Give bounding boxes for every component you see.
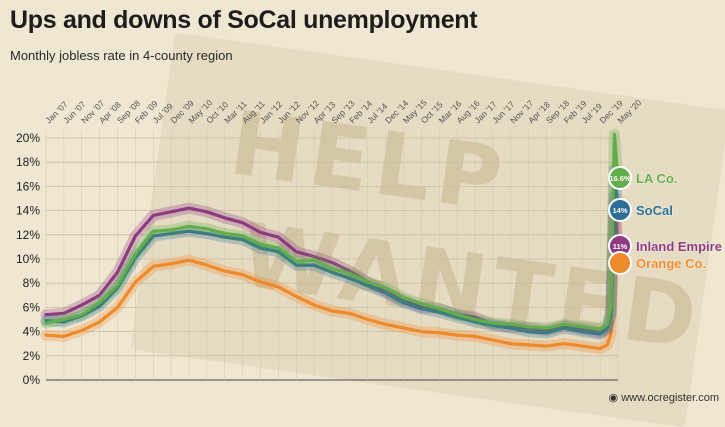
credit-text: www.ocregister.com	[621, 392, 719, 404]
series-name-label: LA Co.	[636, 171, 677, 186]
grid-lines	[45, 130, 619, 381]
end-labels: 16.6% LA Co. 14% SoCal 11% Inland Empire Orang…	[608, 166, 722, 275]
y-tick-label: 20%	[16, 131, 40, 145]
source-credit: ◉ www.ocregister.com	[609, 391, 719, 404]
series-name-label: Inland Empire	[636, 239, 722, 254]
series-line	[44, 132, 620, 331]
chart-subtitle: Monthly jobless rate in 4-county region	[10, 48, 233, 63]
series-name-label: SoCal	[636, 203, 673, 218]
y-tick-label: 16%	[16, 179, 40, 193]
y-tick-label: 2%	[23, 349, 41, 363]
end-value-circle	[608, 251, 632, 275]
end-value-label: 14%	[612, 206, 627, 215]
y-tick-label: 10%	[16, 252, 40, 266]
end-value-circle	[608, 166, 632, 190]
chart-title: Ups and downs of SoCal unemployment	[10, 6, 478, 34]
y-tick-label: 18%	[16, 155, 40, 169]
y-tick-label: 6%	[23, 300, 41, 314]
y-tick-label: 0%	[23, 373, 41, 387]
series-name-label: Orange Co.	[636, 256, 706, 271]
y-tick-label: 14%	[16, 204, 40, 218]
y-tick-label: 4%	[23, 325, 41, 339]
camera-icon: ◉	[608, 392, 619, 404]
series-line	[44, 203, 620, 351]
series-lines	[40, 128, 624, 354]
line-chart: 0% 2% 4% 6% 8% 10% 12% 14% 16% 18% 20% Jan '07Jun …	[16, 97, 722, 387]
y-tick-label: 8%	[23, 276, 41, 290]
end-value-label: 11%	[613, 242, 628, 251]
y-axis: 0% 2% 4% 6% 8% 10% 12% 14% 16% 18% 20%	[16, 131, 40, 387]
series-line	[44, 167, 620, 336]
y-tick-label: 12%	[16, 228, 40, 242]
end-value-label: 16.6%	[609, 174, 631, 183]
end-value-circle	[608, 198, 632, 222]
